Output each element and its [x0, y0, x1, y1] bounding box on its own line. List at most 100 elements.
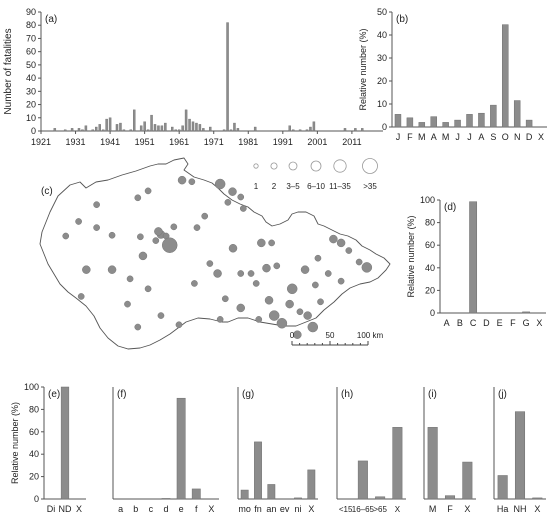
- x-tick-label: d: [163, 504, 168, 514]
- bar: [375, 496, 386, 500]
- bar: [181, 125, 184, 132]
- panel-c: (c) 1 2 3–5 6–10 11–35 >35 0 50 100 km: [39, 157, 391, 350]
- map-point: [361, 262, 373, 273]
- y-tick-label: 0: [31, 126, 36, 136]
- panel-label: (f): [117, 389, 126, 400]
- panel-label: (d): [444, 202, 456, 213]
- legend-marker: [253, 163, 259, 169]
- x-tick-label: M: [429, 504, 437, 514]
- y-tick-label: 40: [26, 73, 36, 83]
- bar: [202, 128, 205, 132]
- scale-label: 100 km: [357, 331, 384, 340]
- map-point: [206, 260, 214, 267]
- y-tick-label: 60: [26, 47, 36, 57]
- bar: [229, 129, 233, 132]
- bar: [105, 118, 108, 132]
- map-point: [214, 178, 226, 190]
- map-point: [252, 280, 260, 287]
- map-point: [239, 205, 247, 212]
- x-tick-label: >65: [373, 505, 387, 514]
- bar: [108, 117, 112, 132]
- map-point: [124, 300, 131, 308]
- map-point: [137, 233, 144, 241]
- bar: [513, 100, 521, 128]
- bar: [361, 128, 364, 132]
- y-tick-label: 70: [26, 33, 36, 43]
- map-point: [138, 251, 148, 261]
- bar: [63, 129, 67, 132]
- x-tick-label: ni: [294, 504, 301, 514]
- panel-label: (h): [341, 389, 353, 400]
- panel-label: (b): [396, 14, 408, 25]
- map-point: [175, 321, 183, 329]
- x-tick-label: f: [195, 504, 198, 514]
- bar: [174, 129, 177, 132]
- panel-a: 0 10 20 30 40 50 60 70 80 90 1921 1931 1941 1951 1961 1…: [3, 7, 383, 147]
- x-tick-label: J: [396, 132, 401, 142]
- bar: [442, 122, 449, 128]
- panel-d: 0 20 40 60 80 100 (d) Relative number (%) A B C D E F…: [406, 195, 546, 328]
- map-point: [224, 199, 232, 206]
- map-point: [221, 295, 229, 303]
- bar: [357, 460, 368, 500]
- bar: [288, 125, 291, 132]
- y-tick-label: 20: [29, 472, 39, 482]
- map-point: [296, 308, 304, 316]
- bar: [191, 121, 195, 132]
- bar: [133, 109, 136, 132]
- x-tick-label: M: [442, 132, 450, 142]
- x-tick-label: <15: [339, 505, 353, 514]
- panel-label: (g): [242, 389, 254, 400]
- bar: [233, 122, 236, 132]
- bar: [153, 124, 157, 132]
- y-tick-label: 0: [430, 308, 435, 318]
- legend-marker: [333, 159, 347, 173]
- map-point: [337, 277, 345, 285]
- x-tick-label: F: [447, 504, 453, 514]
- map-point: [177, 175, 187, 185]
- bar: [184, 109, 188, 132]
- y-axis-title: Relative number (%): [10, 402, 20, 484]
- bar: [298, 129, 302, 132]
- bar: [209, 126, 212, 132]
- bar: [532, 497, 543, 500]
- x-tick-label: A: [478, 132, 484, 142]
- y-tick-label: 100: [420, 195, 435, 205]
- x-tick-label: 1951: [135, 137, 155, 147]
- bar: [478, 112, 485, 128]
- bar: [466, 114, 473, 128]
- map-point: [303, 311, 312, 320]
- map-point: [276, 317, 288, 329]
- x-tick-label: X: [538, 132, 544, 142]
- x-tick-label: X: [534, 504, 540, 514]
- y-tick-label: 30: [26, 86, 36, 96]
- bar: [312, 121, 316, 132]
- map-point: [144, 285, 152, 293]
- bar: [77, 128, 81, 132]
- x-tick-label: a: [118, 504, 123, 514]
- map-point: [107, 265, 117, 274]
- country-outline: [39, 157, 391, 350]
- y-tick-label: 40: [29, 449, 39, 459]
- panel-g: (g) mo fn an ev ni X: [237, 387, 318, 514]
- bar: [101, 129, 105, 132]
- x-tick-label: ND: [59, 504, 72, 514]
- bar: [53, 128, 57, 132]
- bar: [160, 125, 164, 132]
- x-tick-label: G: [523, 318, 530, 328]
- legend-label: 6–10: [307, 182, 325, 191]
- bar: [294, 497, 302, 500]
- bar: [119, 122, 122, 132]
- bar: [343, 128, 347, 132]
- map-point: [273, 262, 281, 270]
- x-tick-label: J: [455, 132, 460, 142]
- y-tick-label: 40: [377, 30, 387, 40]
- bar: [115, 124, 119, 132]
- y-tick-label: 100: [24, 382, 39, 392]
- y-tick-label: 80: [26, 20, 36, 30]
- bar: [522, 311, 531, 314]
- bar: [454, 119, 461, 128]
- map-point: [188, 178, 196, 186]
- legend-label: 1: [254, 182, 259, 191]
